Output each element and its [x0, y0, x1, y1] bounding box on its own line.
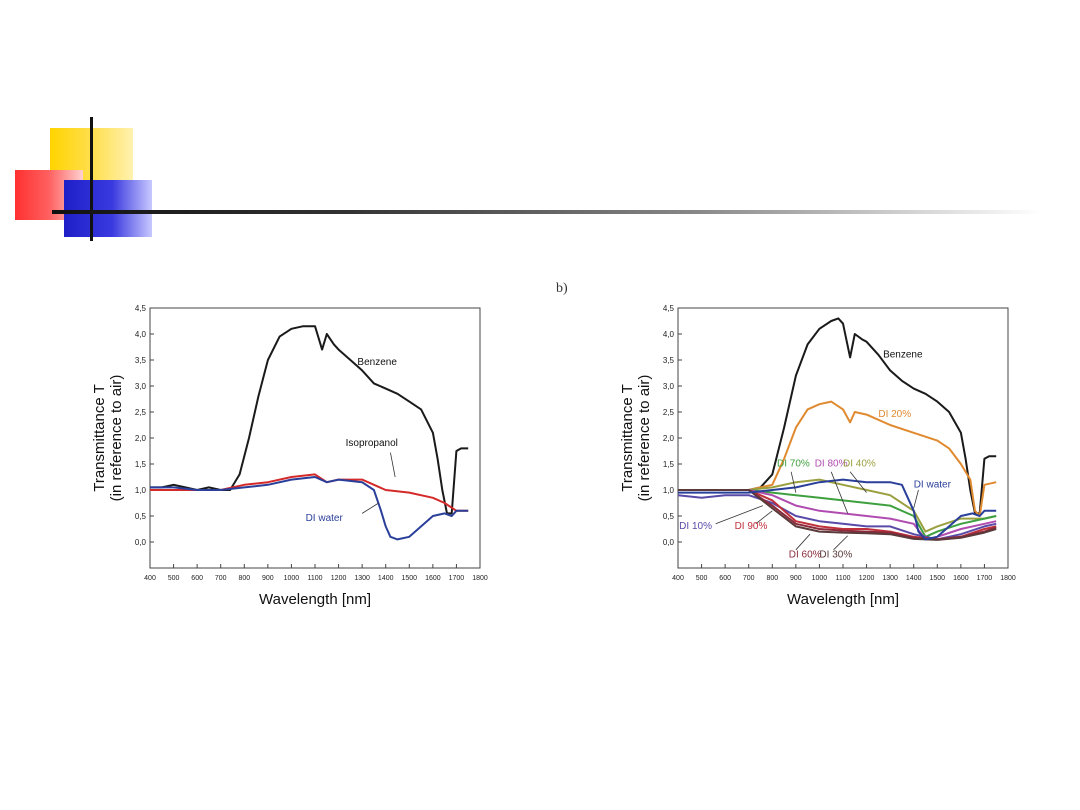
y-tick-label: 1,5	[135, 460, 147, 469]
x-tick-label: 1200	[859, 575, 875, 582]
annotation-arrow	[790, 471, 797, 493]
x-tick-label: 1200	[331, 575, 347, 582]
series-line-isopropanol	[150, 473, 469, 512]
x-tick-label: 1300	[354, 575, 370, 582]
annotation-arrow	[913, 489, 919, 509]
x-tick-label: 1100	[835, 575, 850, 582]
annotation-arrow	[833, 535, 848, 551]
x-tick-label: 600	[191, 575, 203, 582]
x-tick-label: 1800	[1000, 575, 1016, 582]
x-tick-label: 800	[766, 575, 778, 582]
y-tick-label: 1,0	[135, 486, 147, 495]
annotation-arrow	[361, 502, 379, 514]
x-tick-label: 1600	[425, 575, 441, 582]
annotation-di-80-: DI 80%	[815, 459, 848, 470]
y-tick-label: 4,5	[135, 304, 147, 313]
annotation-di-water: DI water	[306, 513, 344, 524]
series-line-di-30-	[678, 489, 997, 541]
y-tick-label: 4,5	[663, 304, 675, 313]
x-axis-label: Wavelength [nm]	[259, 591, 371, 608]
annotation-di-10-: DI 10%	[679, 521, 712, 532]
panel-letter-label: b)	[556, 281, 568, 296]
x-tick-label: 500	[696, 575, 708, 582]
y-axis-label-sub: (in reference to air)	[636, 375, 653, 502]
x-tick-label: 1300	[882, 575, 898, 582]
x-tick-label: 1700	[449, 575, 465, 582]
x-tick-label: 1600	[953, 575, 969, 582]
x-tick-label: 700	[215, 575, 227, 582]
annotation-arrow	[830, 471, 849, 514]
x-tick-label: 400	[672, 575, 684, 582]
plot-frame	[149, 307, 481, 569]
annotation-di-30-: DI 30%	[819, 550, 852, 561]
series-line-benzene	[678, 317, 997, 515]
transmittance-chart-left: 0,0 0,5 1,0 1,5 2,0 2,5 3,0 3,5 4,0 4,5 400 500 600 7…	[91, 304, 488, 608]
y-axis-label-sub: (in reference to air)	[108, 375, 125, 502]
annotation-di-40-: DI 40%	[843, 459, 876, 470]
y-axis-label: Transmittance T	[91, 384, 108, 492]
annotation-di-70-: DI 70%	[777, 459, 810, 470]
x-tick-label: 800	[238, 575, 250, 582]
annotation-arrow	[715, 505, 764, 525]
transmittance-chart-right: 0,0 0,5 1,0 1,5 2,0 2,5 3,0 3,5 4,0 4,5 400 500 600 7…	[619, 304, 1016, 608]
y-tick-label: 4,0	[663, 330, 675, 339]
y-tick-label: 0,0	[135, 538, 147, 547]
y-tick-label: 2,5	[663, 408, 675, 417]
series-line-di-water	[678, 478, 997, 541]
series-line-di-water	[150, 476, 469, 541]
decor-blue-square	[64, 180, 152, 237]
x-tick-label: 1100	[307, 575, 322, 582]
x-tick-label: 1000	[284, 575, 300, 582]
x-tick-label: 400	[144, 575, 156, 582]
x-tick-label: 500	[168, 575, 180, 582]
y-tick-label: 3,0	[663, 382, 675, 391]
annotation-isopropanol: Isopropanol	[346, 438, 398, 449]
series-line-di-20-	[678, 400, 997, 517]
y-tick-label: 0,5	[135, 512, 147, 521]
y-tick-label: 3,5	[135, 356, 147, 365]
y-tick-label: 2,0	[135, 434, 147, 443]
x-tick-label: 1400	[378, 575, 394, 582]
annotation-di-water: DI water	[914, 479, 952, 490]
y-tick-label: 0,5	[663, 512, 675, 521]
annotation-di-90-: DI 90%	[735, 521, 768, 532]
y-tick-label: 4,0	[135, 330, 147, 339]
annotation-benzene: Benzene	[883, 349, 923, 360]
series-line-di-10-	[677, 494, 997, 541]
y-tick-label: 2,0	[663, 434, 675, 443]
x-tick-label: 700	[743, 575, 755, 582]
annotation-di-60-: DI 60%	[789, 550, 822, 561]
x-tick-label: 1500	[929, 575, 945, 582]
x-tick-label: 900	[790, 575, 802, 582]
y-tick-label: 1,5	[663, 460, 675, 469]
annotation-di-20-: DI 20%	[878, 409, 911, 420]
x-tick-label: 1700	[977, 575, 993, 582]
x-tick-label: 1800	[472, 575, 488, 582]
annotation-arrow	[390, 452, 396, 478]
annotation-arrow	[849, 471, 867, 493]
annotation-arrow	[755, 510, 773, 525]
x-tick-label: 600	[719, 575, 731, 582]
annotation-benzene: Benzene	[357, 357, 397, 368]
y-tick-label: 2,5	[135, 408, 147, 417]
x-tick-label: 900	[262, 575, 274, 582]
y-axis-label: Transmittance T	[619, 384, 636, 492]
y-tick-label: 3,0	[135, 382, 147, 391]
y-tick-label: 0,0	[663, 538, 675, 547]
y-tick-label: 1,0	[663, 486, 675, 495]
y-tick-label: 3,5	[663, 356, 675, 365]
decor-horizontal-rule	[52, 210, 1042, 214]
annotation-arrow	[795, 533, 811, 551]
x-axis-label: Wavelength [nm]	[787, 591, 899, 608]
x-tick-label: 1400	[906, 575, 922, 582]
decor-vertical-line	[90, 117, 93, 241]
series-line-benzene	[150, 325, 469, 515]
x-tick-label: 1500	[401, 575, 417, 582]
x-tick-label: 1000	[812, 575, 828, 582]
